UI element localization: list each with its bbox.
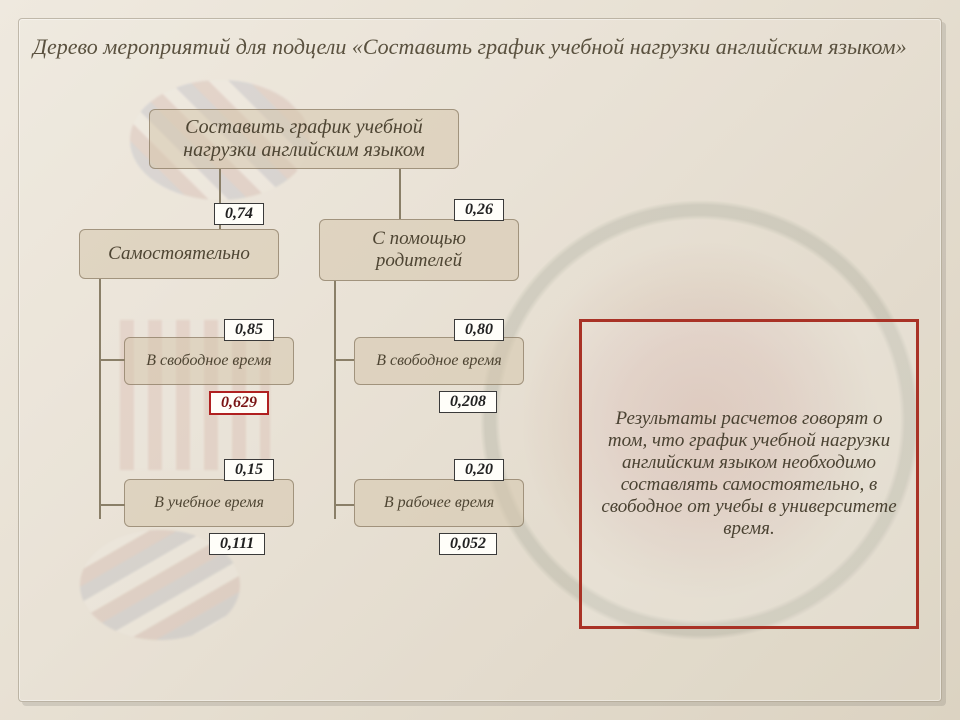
- connector: [399, 169, 401, 219]
- slide-frame: Дерево мероприятий для подцели «Составит…: [18, 18, 942, 702]
- connector: [99, 504, 125, 506]
- results-text: Результаты расчетов говорят о том, что г…: [600, 408, 898, 540]
- weight-self-study: 0,15: [224, 459, 274, 481]
- weight-self-free: 0,85: [224, 319, 274, 341]
- weight-self: 0,74: [214, 203, 264, 225]
- result-self-free: 0,629: [209, 391, 269, 415]
- results-panel: Результаты расчетов говорят о том, что г…: [579, 319, 919, 629]
- node-self-study: В учебное время: [124, 479, 294, 527]
- node-root: Составить график учебной нагрузки англий…: [149, 109, 459, 169]
- node-parents-work: В рабочее время: [354, 479, 524, 527]
- node-parents-free: В свободное время: [354, 337, 524, 385]
- weight-parents-free: 0,80: [454, 319, 504, 341]
- weight-parents: 0,26: [454, 199, 504, 221]
- result-parents-work: 0,052: [439, 533, 497, 555]
- node-parents: С помощью родителей: [319, 219, 519, 281]
- weight-parents-work: 0,20: [454, 459, 504, 481]
- connector: [334, 359, 354, 361]
- connector: [99, 279, 101, 519]
- slide-title: Дерево мероприятий для подцели «Составит…: [33, 33, 927, 61]
- node-self-free: В свободное время: [124, 337, 294, 385]
- connector: [334, 504, 354, 506]
- result-parents-free: 0,208: [439, 391, 497, 413]
- result-self-study: 0,111: [209, 533, 265, 555]
- connector: [334, 281, 336, 519]
- connector: [99, 359, 125, 361]
- node-self: Самостоятельно: [79, 229, 279, 279]
